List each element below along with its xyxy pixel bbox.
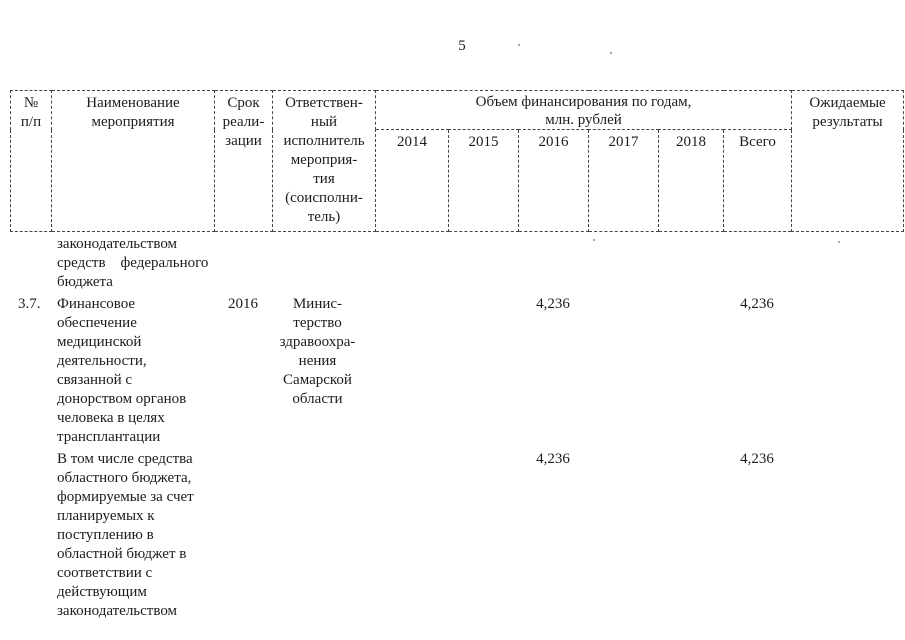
cell-results	[791, 231, 903, 295]
col-header-num: № п/п	[10, 90, 52, 232]
cell-name: Финансовое обеспечение медицинской деяте…	[57, 296, 187, 445]
cell-name: законодательством средств федерального б…	[57, 236, 209, 290]
cell-total: 4,236	[740, 296, 774, 312]
cell-2018	[658, 295, 723, 450]
cell-2016: 4,236	[536, 451, 570, 467]
cell-total: 4,236	[740, 451, 774, 467]
table-row-subtotal: В том числе средства областного бюджета,…	[10, 450, 903, 621]
cell-num: 3.7.	[18, 296, 41, 312]
page-number: 5	[458, 38, 466, 54]
col-header-term: Срок реали- зации	[214, 90, 273, 232]
cell-results	[791, 450, 903, 621]
cell-term: 2016	[228, 296, 258, 312]
cell-2015	[448, 450, 518, 621]
financing-table-header: № п/п Наименование мероприятия Срок реал…	[10, 90, 905, 232]
cell-2018	[658, 231, 723, 295]
scan-speck	[518, 44, 520, 46]
col-header-executor: Ответствен- ный исполнитель мероприя- ти…	[272, 90, 376, 232]
cell-executor	[272, 450, 375, 621]
col-header-name: Наименование мероприятия	[51, 90, 215, 232]
cell-2014	[375, 231, 448, 295]
financing-table-body: законодательством средств федерального б…	[10, 231, 903, 621]
cell-2016: 4,236	[536, 296, 570, 312]
table-row-continuation: законодательством средств федерального б…	[10, 231, 903, 295]
cell-2016	[518, 231, 588, 295]
cell-term	[214, 231, 272, 295]
col-header-funding: Объем финансирования по годам, млн. рубл…	[374, 90, 793, 130]
cell-2015	[448, 231, 518, 295]
cell-2018	[658, 450, 723, 621]
cell-2014	[375, 295, 448, 450]
cell-num	[10, 231, 51, 295]
scan-speck	[610, 52, 612, 54]
cell-term	[214, 450, 272, 621]
cell-2017	[588, 295, 658, 450]
cell-name: В том числе средства областного бюджета,…	[57, 451, 194, 619]
table-row-3-7: 3.7. Финансовое обеспечение медицинской …	[10, 295, 903, 450]
cell-num	[10, 450, 51, 621]
col-header-year-2014: 2014	[375, 129, 449, 232]
col-header-total: Всего	[722, 129, 793, 232]
cell-results	[791, 295, 903, 450]
scan-speck	[593, 239, 595, 241]
cell-2015	[448, 295, 518, 450]
cell-2017	[588, 231, 658, 295]
col-header-year-2015: 2015	[448, 129, 519, 232]
cell-total	[723, 231, 791, 295]
col-header-year-2017: 2017	[588, 129, 659, 232]
col-header-year-2018: 2018	[658, 129, 724, 232]
cell-executor: Минис- терство здравоохра- нения Самарск…	[279, 296, 356, 407]
col-header-year-2016: 2016	[518, 129, 589, 232]
col-header-results: Ожидаемые результаты	[791, 90, 905, 232]
cell-2014	[375, 450, 448, 621]
cell-2017	[588, 450, 658, 621]
cell-executor	[272, 231, 375, 295]
scan-speck	[838, 241, 840, 243]
